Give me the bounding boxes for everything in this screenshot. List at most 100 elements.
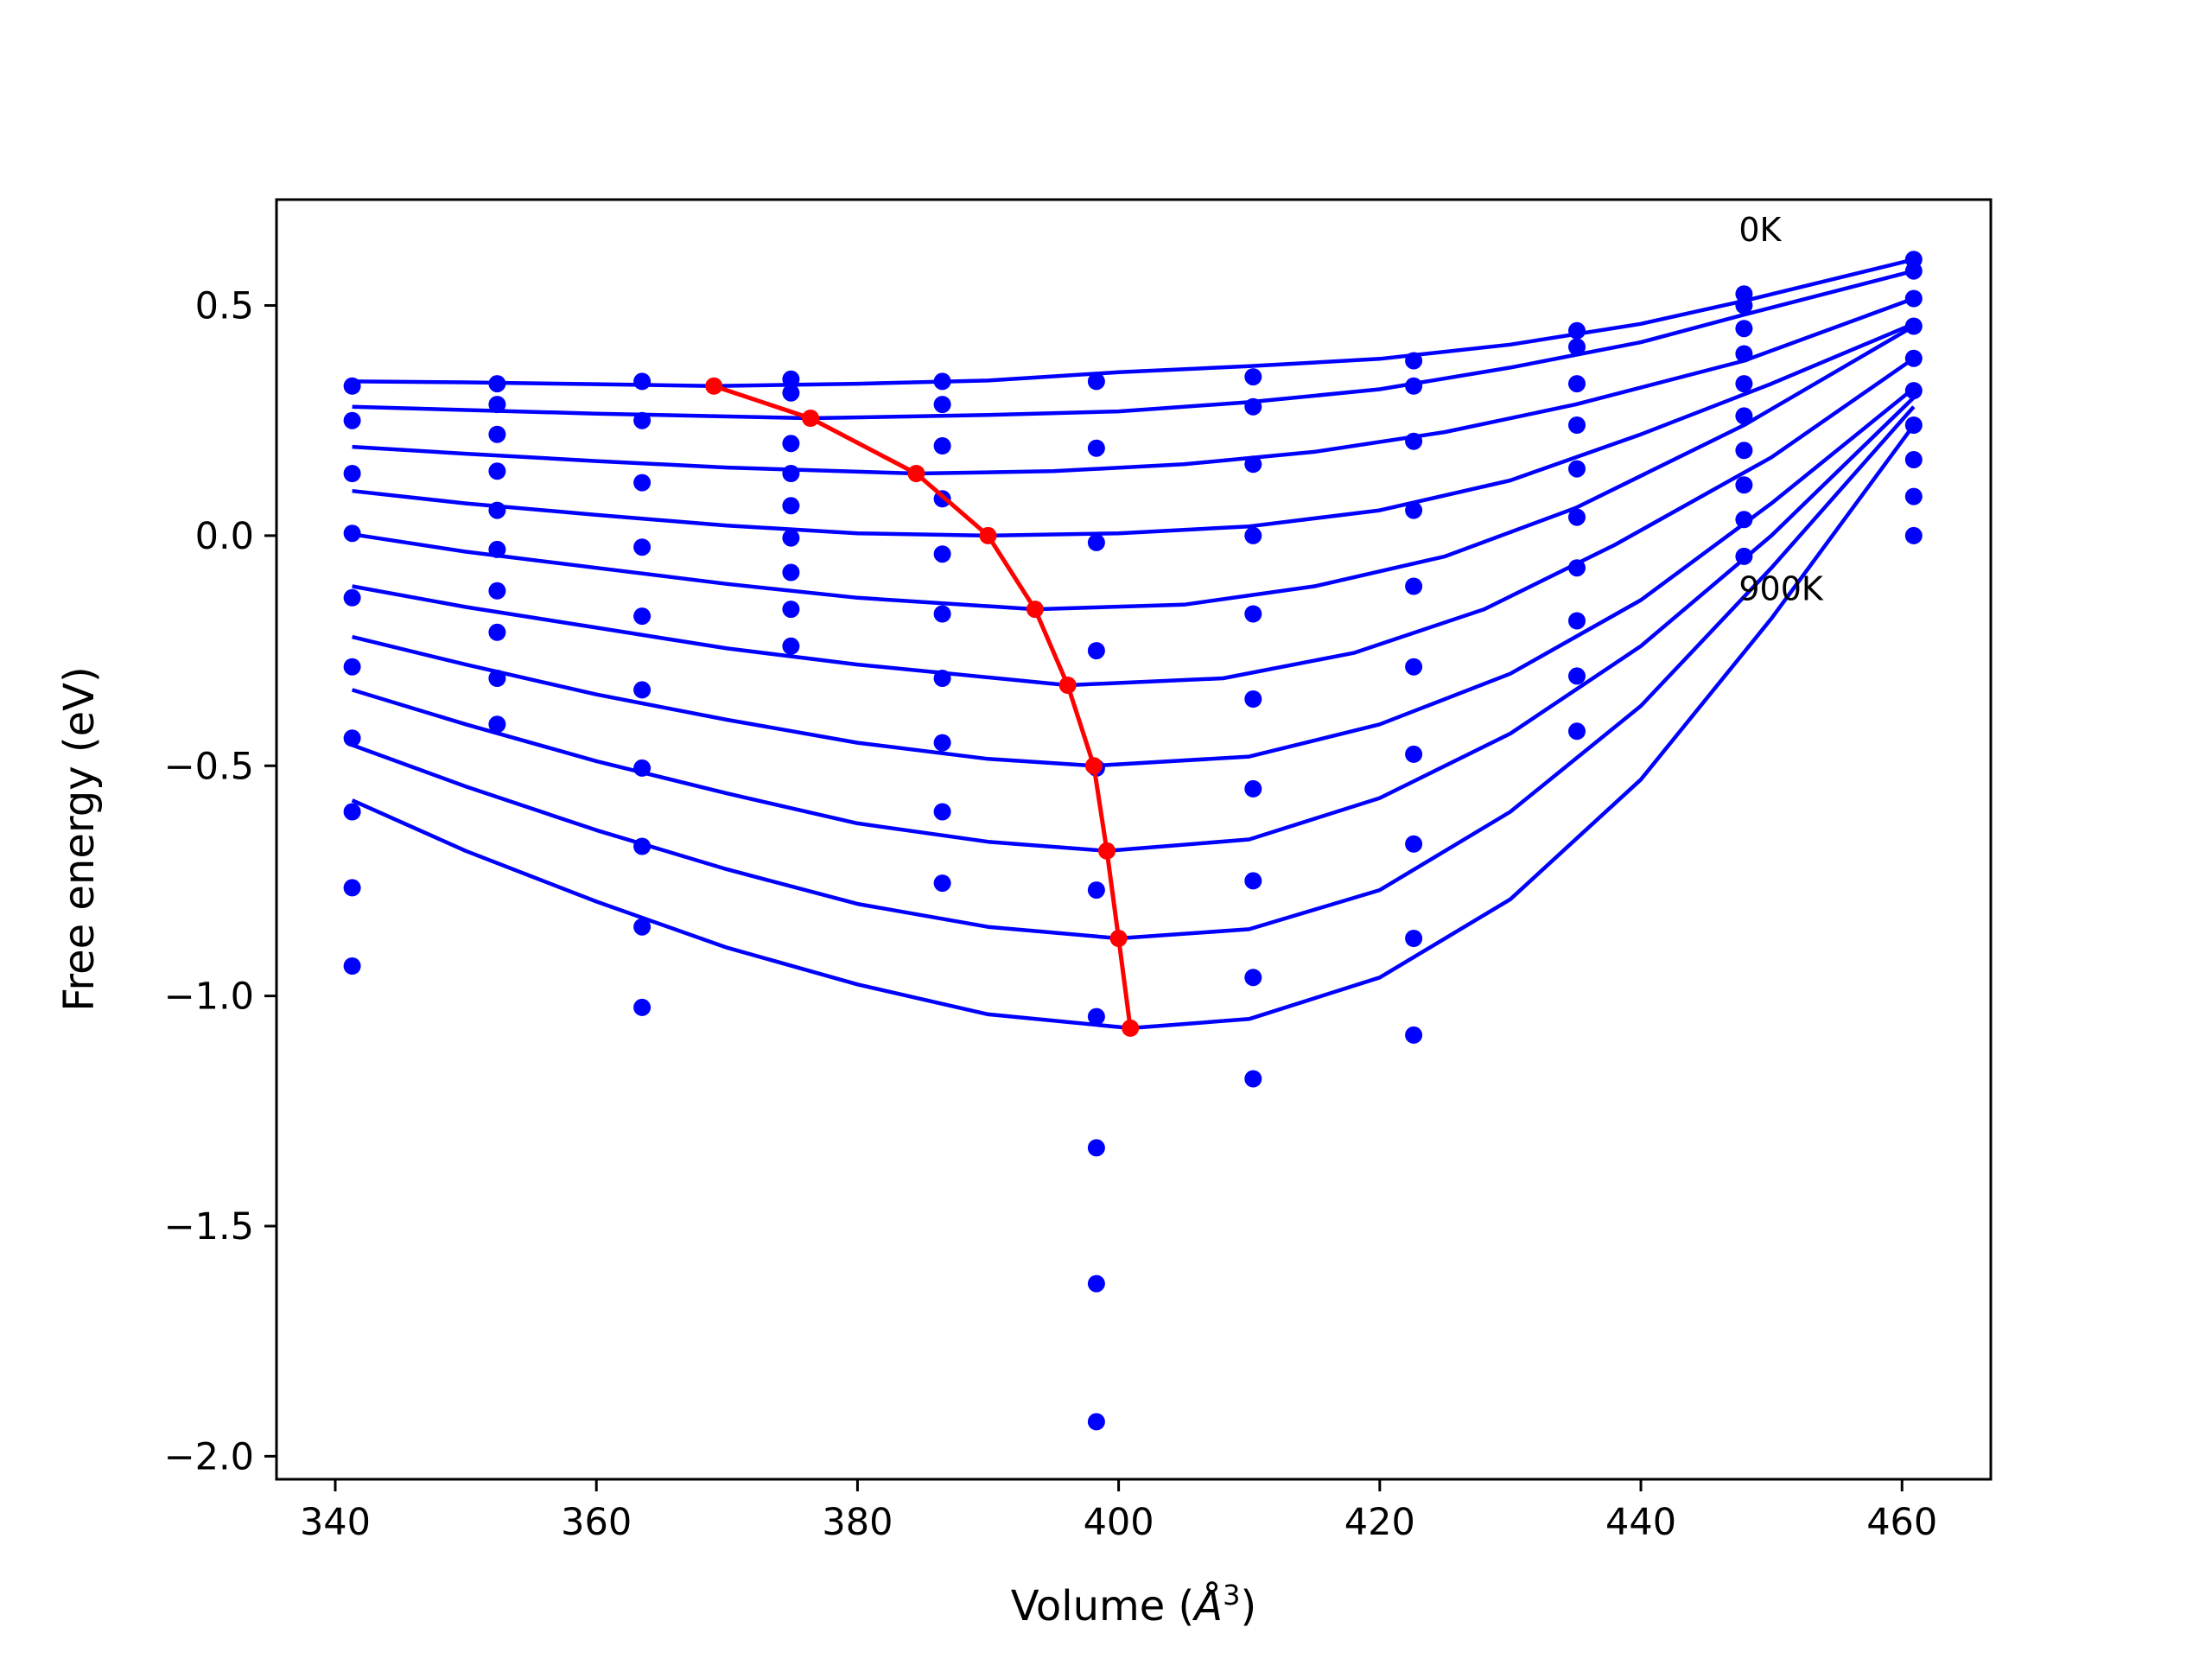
data-point-100 bbox=[1904, 262, 1923, 280]
data-point-61 bbox=[1244, 455, 1262, 474]
minimum-point-4 bbox=[1026, 601, 1044, 619]
data-point-36 bbox=[782, 563, 800, 582]
data-point-13 bbox=[488, 462, 506, 480]
data-point-92 bbox=[1735, 345, 1753, 363]
x-axis-label-close: ) bbox=[1240, 1582, 1256, 1630]
data-point-71 bbox=[1405, 432, 1423, 450]
data-point-37 bbox=[782, 601, 800, 619]
minimum-point-3 bbox=[979, 526, 997, 544]
data-point-67 bbox=[1244, 969, 1262, 987]
data-point-11 bbox=[488, 396, 506, 414]
data-point-4 bbox=[343, 588, 361, 607]
x-tick-label-6: 460 bbox=[1866, 1501, 1937, 1544]
data-point-63 bbox=[1244, 605, 1262, 623]
data-point-20 bbox=[633, 372, 652, 391]
data-point-73 bbox=[1405, 577, 1423, 595]
data-point-93 bbox=[1735, 375, 1753, 393]
x-tick-label-2: 380 bbox=[822, 1501, 893, 1544]
annotation-0k: 0K bbox=[1738, 211, 1782, 249]
data-point-27 bbox=[633, 837, 652, 855]
x-axis-label: Volume (Å3) bbox=[1011, 1579, 1256, 1630]
data-point-24 bbox=[633, 607, 652, 626]
data-point-58 bbox=[1087, 1413, 1105, 1431]
data-point-108 bbox=[1904, 526, 1923, 544]
data-point-10 bbox=[488, 375, 506, 393]
data-point-19 bbox=[488, 715, 506, 734]
data-point-30 bbox=[782, 370, 800, 388]
data-point-47 bbox=[933, 803, 951, 821]
data-point-31 bbox=[782, 384, 800, 402]
fit-curve-2 bbox=[352, 296, 1915, 476]
data-point-32 bbox=[782, 435, 800, 453]
data-point-38 bbox=[782, 637, 800, 655]
data-point-34 bbox=[782, 497, 800, 515]
data-point-87 bbox=[1568, 667, 1586, 685]
data-point-97 bbox=[1735, 511, 1753, 529]
data-point-33 bbox=[782, 465, 800, 482]
data-point-51 bbox=[1087, 533, 1105, 551]
minimum-energy-line bbox=[705, 377, 1140, 1037]
data-point-52 bbox=[1087, 642, 1105, 660]
data-point-84 bbox=[1568, 508, 1586, 526]
data-point-0 bbox=[343, 377, 361, 395]
data-point-9 bbox=[343, 957, 361, 975]
x-tick-label-0: 340 bbox=[300, 1501, 371, 1544]
data-point-59 bbox=[1244, 368, 1262, 386]
data-point-40 bbox=[933, 396, 951, 414]
y-axis-label: Free energy (eV) bbox=[55, 666, 104, 1011]
data-point-68 bbox=[1244, 1070, 1262, 1088]
data-points bbox=[343, 251, 1923, 1431]
data-point-64 bbox=[1244, 690, 1262, 708]
minimum-point-1 bbox=[802, 410, 819, 427]
minima-line bbox=[713, 384, 1133, 1029]
data-point-75 bbox=[1405, 745, 1423, 763]
data-point-88 bbox=[1568, 722, 1586, 741]
data-point-80 bbox=[1568, 338, 1586, 356]
minimum-point-7 bbox=[1098, 842, 1116, 860]
fit-curve-4 bbox=[352, 324, 1915, 612]
data-point-76 bbox=[1405, 835, 1423, 853]
data-point-66 bbox=[1244, 872, 1262, 890]
data-point-23 bbox=[633, 538, 652, 556]
data-point-106 bbox=[1904, 451, 1923, 468]
data-point-83 bbox=[1568, 460, 1586, 478]
y-tick-label-0: 0.5 bbox=[195, 285, 254, 328]
data-point-48 bbox=[933, 874, 951, 893]
data-point-35 bbox=[782, 529, 800, 547]
x-tick-label-3: 400 bbox=[1084, 1501, 1154, 1544]
data-point-105 bbox=[1904, 416, 1923, 434]
x-axis-label-power: 3 bbox=[1223, 1579, 1240, 1611]
data-point-96 bbox=[1735, 476, 1753, 494]
data-point-101 bbox=[1904, 289, 1923, 308]
data-point-103 bbox=[1904, 349, 1923, 367]
data-point-79 bbox=[1568, 321, 1586, 340]
minimum-point-5 bbox=[1058, 677, 1077, 694]
x-axis-label-text: Volume ( bbox=[1011, 1582, 1195, 1630]
data-point-39 bbox=[933, 372, 951, 391]
data-point-104 bbox=[1904, 382, 1923, 400]
data-point-41 bbox=[933, 437, 951, 454]
data-point-107 bbox=[1904, 487, 1923, 505]
x-tick-label-4: 420 bbox=[1344, 1501, 1415, 1544]
data-point-3 bbox=[343, 524, 361, 543]
fit-curves bbox=[351, 257, 1916, 1031]
data-point-15 bbox=[488, 540, 506, 558]
data-point-44 bbox=[933, 605, 951, 623]
data-point-86 bbox=[1568, 612, 1586, 630]
plot-frame bbox=[275, 198, 1993, 1481]
data-point-57 bbox=[1087, 1274, 1105, 1293]
data-point-65 bbox=[1244, 779, 1262, 798]
data-point-26 bbox=[633, 759, 652, 777]
data-point-90 bbox=[1735, 296, 1753, 315]
minimum-point-0 bbox=[705, 377, 723, 395]
fit-curve-5 bbox=[352, 356, 1916, 688]
data-point-28 bbox=[633, 918, 652, 936]
fit-curve-1 bbox=[352, 269, 1915, 421]
data-point-29 bbox=[633, 998, 652, 1016]
data-point-50 bbox=[1087, 439, 1105, 457]
data-point-8 bbox=[343, 879, 361, 897]
data-point-2 bbox=[343, 465, 361, 482]
minimum-point-8 bbox=[1109, 930, 1128, 947]
data-point-45 bbox=[933, 670, 951, 687]
